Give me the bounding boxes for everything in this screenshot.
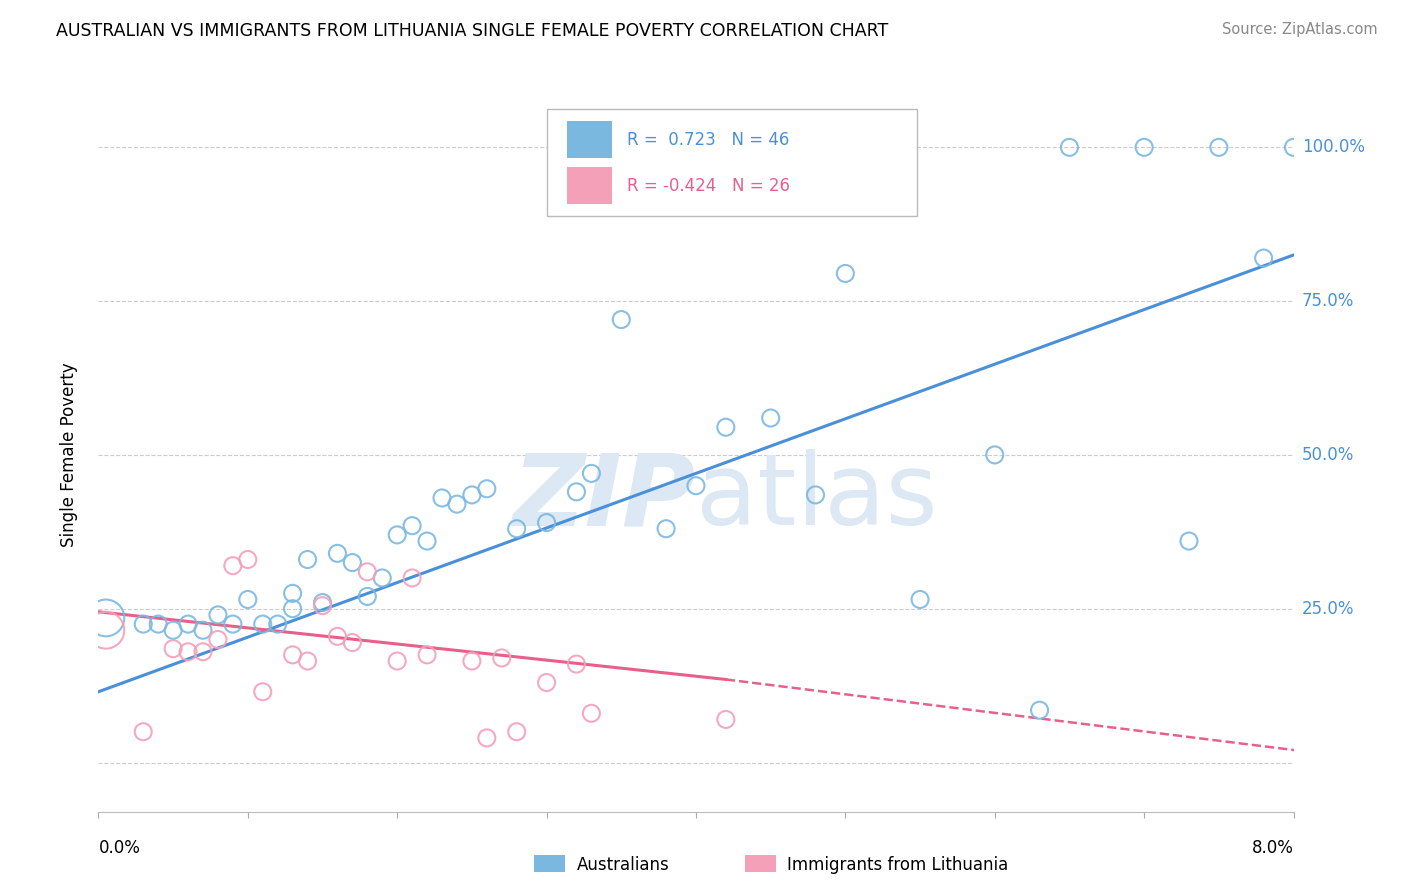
Point [311, 596, 333, 610]
Point [326, 629, 349, 643]
Point [1133, 140, 1156, 154]
FancyBboxPatch shape [567, 167, 612, 204]
Text: atlas: atlas [696, 450, 938, 546]
Point [252, 617, 274, 632]
Point [804, 488, 827, 502]
Point [714, 713, 737, 727]
Point [281, 648, 304, 662]
Text: 8.0%: 8.0% [1251, 839, 1294, 857]
Point [132, 617, 155, 632]
Text: 75.0%: 75.0% [1302, 292, 1354, 310]
Point [385, 528, 409, 542]
Point [565, 657, 588, 671]
Point [222, 558, 245, 573]
Point [430, 491, 453, 505]
Point [610, 312, 633, 326]
Point [132, 724, 155, 739]
Text: R =  0.723   N = 46: R = 0.723 N = 46 [627, 131, 789, 149]
Point [581, 467, 603, 481]
Point [94, 624, 117, 638]
Point [506, 724, 529, 739]
Point [191, 624, 214, 638]
Point [1178, 534, 1201, 549]
Text: Australians: Australians [576, 856, 669, 874]
Point [416, 648, 439, 662]
Point [267, 617, 290, 632]
Point [207, 607, 229, 622]
Point [475, 731, 498, 745]
Point [281, 586, 304, 600]
Point [581, 706, 603, 721]
Point [685, 478, 707, 492]
Point [311, 599, 333, 613]
Point [297, 654, 319, 668]
Text: R = -0.424   N = 26: R = -0.424 N = 26 [627, 178, 790, 195]
Point [94, 611, 117, 625]
Point [177, 645, 200, 659]
Point [506, 522, 529, 536]
Point [148, 617, 170, 632]
Point [177, 617, 200, 632]
Point [297, 552, 319, 566]
Point [834, 267, 856, 281]
Text: Source: ZipAtlas.com: Source: ZipAtlas.com [1222, 22, 1378, 37]
Point [356, 590, 378, 604]
Point [908, 592, 931, 607]
Text: Immigrants from Lithuania: Immigrants from Lithuania [787, 856, 1008, 874]
Point [281, 601, 304, 615]
Point [1282, 140, 1305, 154]
Point [416, 534, 439, 549]
Point [236, 552, 259, 566]
Point [207, 632, 229, 647]
Point [655, 522, 678, 536]
Point [565, 484, 588, 499]
Point [461, 654, 484, 668]
Point [191, 645, 214, 659]
Text: AUSTRALIAN VS IMMIGRANTS FROM LITHUANIA SINGLE FEMALE POVERTY CORRELATION CHART: AUSTRALIAN VS IMMIGRANTS FROM LITHUANIA … [56, 22, 889, 40]
Point [371, 571, 394, 585]
FancyBboxPatch shape [567, 121, 612, 158]
Y-axis label: Single Female Poverty: Single Female Poverty [59, 363, 77, 547]
Point [356, 565, 378, 579]
Point [714, 420, 737, 434]
Point [162, 641, 184, 656]
Point [342, 556, 364, 570]
Text: 100.0%: 100.0% [1302, 138, 1365, 156]
Point [1059, 140, 1081, 154]
Point [342, 635, 364, 649]
Point [1253, 251, 1275, 265]
Point [401, 518, 423, 533]
Point [1028, 703, 1050, 717]
Point [491, 651, 513, 665]
Text: 0.0%: 0.0% [98, 839, 141, 857]
Text: ZIP: ZIP [513, 450, 696, 546]
Point [222, 617, 245, 632]
Point [983, 448, 1005, 462]
Point [475, 482, 498, 496]
Point [536, 675, 558, 690]
Point [326, 546, 349, 560]
Point [759, 411, 782, 425]
Text: 25.0%: 25.0% [1302, 599, 1354, 618]
Point [252, 685, 274, 699]
Point [385, 654, 409, 668]
Point [536, 516, 558, 530]
Text: 50.0%: 50.0% [1302, 446, 1354, 464]
FancyBboxPatch shape [547, 109, 917, 216]
Point [461, 488, 484, 502]
Point [236, 592, 259, 607]
Point [446, 497, 468, 511]
Point [401, 571, 423, 585]
Point [162, 624, 184, 638]
Point [1208, 140, 1230, 154]
